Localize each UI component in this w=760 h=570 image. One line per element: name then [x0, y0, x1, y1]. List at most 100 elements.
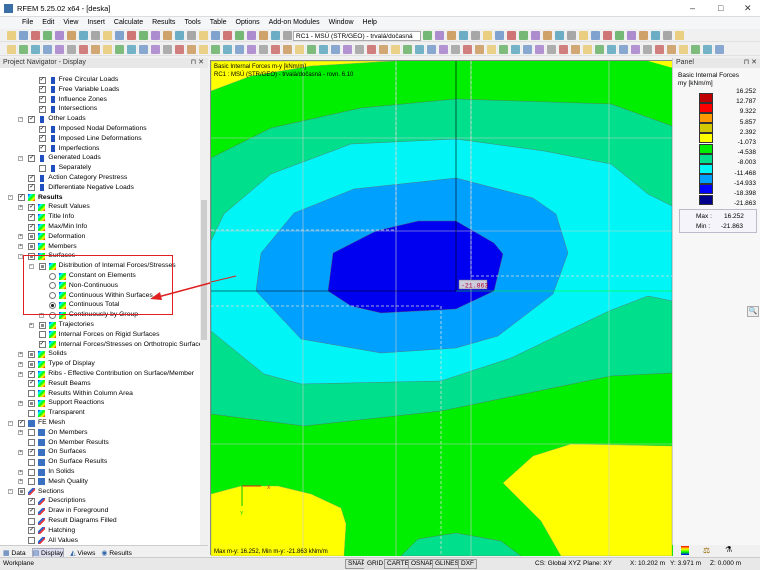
tab-views[interactable]: ◭ Views	[70, 549, 95, 557]
toolbar-icon[interactable]	[458, 31, 468, 40]
tree-item[interactable]: - ✓ Generated Loads	[0, 153, 200, 163]
checkbox[interactable]	[38, 321, 46, 329]
toolbar-icon[interactable]	[462, 45, 472, 54]
tree-item[interactable]: All Values	[0, 536, 200, 546]
tree-item[interactable]: ✓ Free Circular Loads	[0, 75, 200, 85]
toolbar-icon[interactable]	[186, 31, 196, 40]
tree-item[interactable]: + Support Reactions	[0, 398, 200, 408]
toolbar-icon[interactable]	[438, 45, 448, 54]
toolbar-icon[interactable]	[494, 31, 504, 40]
toolbar-icon[interactable]	[546, 45, 556, 54]
checkbox[interactable]: ✓	[28, 115, 36, 123]
toolbar-icon[interactable]	[594, 45, 604, 54]
tree-item[interactable]: + Trajectories	[0, 320, 200, 330]
toolbar-icon[interactable]	[426, 45, 436, 54]
toolbar-icon[interactable]	[186, 45, 196, 54]
toolbar-icon[interactable]	[174, 45, 184, 54]
toolbar-icon[interactable]	[162, 45, 172, 54]
toolbar-icon[interactable]	[618, 45, 628, 54]
checkbox[interactable]: ✓	[28, 370, 36, 378]
checkbox[interactable]: ✓	[28, 213, 36, 221]
tree-item[interactable]: On Surface Results	[0, 457, 200, 467]
checkbox[interactable]	[28, 517, 36, 525]
checkbox[interactable]: ✓	[28, 497, 36, 505]
tree-item[interactable]: ✓ Imperfections	[0, 144, 200, 154]
toolbar-icon[interactable]	[602, 31, 612, 40]
menu-tools[interactable]: Tools	[184, 19, 201, 26]
toolbar-icon[interactable]	[662, 31, 672, 40]
tree-item[interactable]: ✓ Max/Min Info	[0, 222, 200, 232]
toolbar-icon[interactable]	[498, 45, 508, 54]
toolbar-icon[interactable]	[102, 31, 112, 40]
toolbar-icon[interactable]	[30, 31, 40, 40]
toolbar-icon[interactable]	[558, 45, 568, 54]
balance-icon[interactable]: ⚖	[703, 546, 711, 555]
radio-button[interactable]	[48, 311, 56, 319]
tree-item[interactable]: - ✓ Other Loads	[0, 114, 200, 124]
tree-item[interactable]: + Members	[0, 242, 200, 252]
toolbar-icon[interactable]	[18, 45, 28, 54]
toolbar-icon[interactable]	[42, 31, 52, 40]
checkbox[interactable]: ✓	[38, 145, 46, 153]
tree-item[interactable]: + ✓ Result Values	[0, 202, 200, 212]
toolbar-icon[interactable]	[6, 31, 16, 40]
checkbox[interactable]: ✓	[38, 86, 46, 94]
expand-icon[interactable]: +	[18, 243, 24, 250]
expand-icon[interactable]: +	[18, 429, 24, 436]
toolbar-icon[interactable]	[258, 31, 268, 40]
close-button[interactable]: ✕	[744, 3, 752, 13]
checkbox[interactable]	[28, 252, 36, 260]
checkbox[interactable]	[28, 360, 36, 368]
checkbox[interactable]	[28, 399, 36, 407]
collapse-icon[interactable]: -	[18, 115, 24, 122]
toolbar-icon[interactable]	[510, 45, 520, 54]
toolbar-icon[interactable]	[582, 45, 592, 54]
checkbox[interactable]: ✓	[28, 448, 36, 456]
menu-insert[interactable]: Insert	[87, 19, 105, 26]
toolbar-icon[interactable]	[78, 45, 88, 54]
toolbar-icon[interactable]	[542, 31, 552, 40]
tree-item[interactable]: + In Solids	[0, 467, 200, 477]
menu-results[interactable]: Results	[152, 19, 176, 26]
checkbox[interactable]: ✓	[38, 341, 46, 349]
toolbar-icon[interactable]	[354, 45, 364, 54]
collapse-icon[interactable]: -	[18, 252, 24, 259]
toolbar-icon[interactable]	[90, 45, 100, 54]
toolbar-icon[interactable]	[518, 31, 528, 40]
checkbox[interactable]	[28, 458, 36, 466]
expand-icon[interactable]: +	[18, 448, 24, 455]
toolbar-icon[interactable]	[606, 45, 616, 54]
toolbar-icon[interactable]	[390, 45, 400, 54]
checkbox[interactable]: ✓	[28, 174, 36, 182]
toggle-dxf[interactable]: DXF	[458, 559, 477, 569]
toolbar-icon[interactable]	[78, 31, 88, 40]
checkbox[interactable]: ✓	[28, 380, 36, 388]
tree-item[interactable]: Continuous Within Surfaces	[0, 291, 200, 301]
toolbar-icon[interactable]	[162, 31, 172, 40]
checkbox[interactable]: ✓	[38, 135, 46, 143]
checkbox[interactable]: ✓	[38, 105, 46, 113]
collapse-icon[interactable]: -	[8, 194, 13, 201]
checkbox[interactable]	[28, 478, 36, 486]
toolbar-icon[interactable]	[690, 45, 700, 54]
toolbar-icon[interactable]	[234, 45, 244, 54]
close-icon[interactable]: ⊓ ✕	[743, 59, 757, 66]
expand-icon[interactable]: +	[18, 478, 24, 485]
expand-icon[interactable]: +	[18, 399, 24, 406]
checkbox[interactable]	[28, 537, 36, 545]
checkbox[interactable]: ✓	[18, 194, 25, 202]
menu-options[interactable]: Options	[235, 19, 260, 26]
tree-item[interactable]: + Solids	[0, 349, 200, 359]
scrollbar-thumb[interactable]	[201, 200, 207, 340]
checkbox[interactable]	[18, 488, 25, 496]
checkbox[interactable]	[38, 262, 46, 270]
collapse-icon[interactable]: -	[8, 488, 13, 495]
tree-item[interactable]: Internal Forces on Rigid Surfaces	[0, 330, 200, 340]
tree-item[interactable]: Result Diagrams Filled	[0, 516, 200, 526]
collapse-icon[interactable]: -	[28, 262, 34, 269]
toolbar-icon[interactable]	[534, 45, 544, 54]
checkbox[interactable]	[28, 390, 36, 398]
toolbar-icon[interactable]	[566, 31, 576, 40]
tree-item[interactable]: Results Within Column Area	[0, 389, 200, 399]
tree-item[interactable]: ✓ Action Category Prestress	[0, 173, 200, 183]
